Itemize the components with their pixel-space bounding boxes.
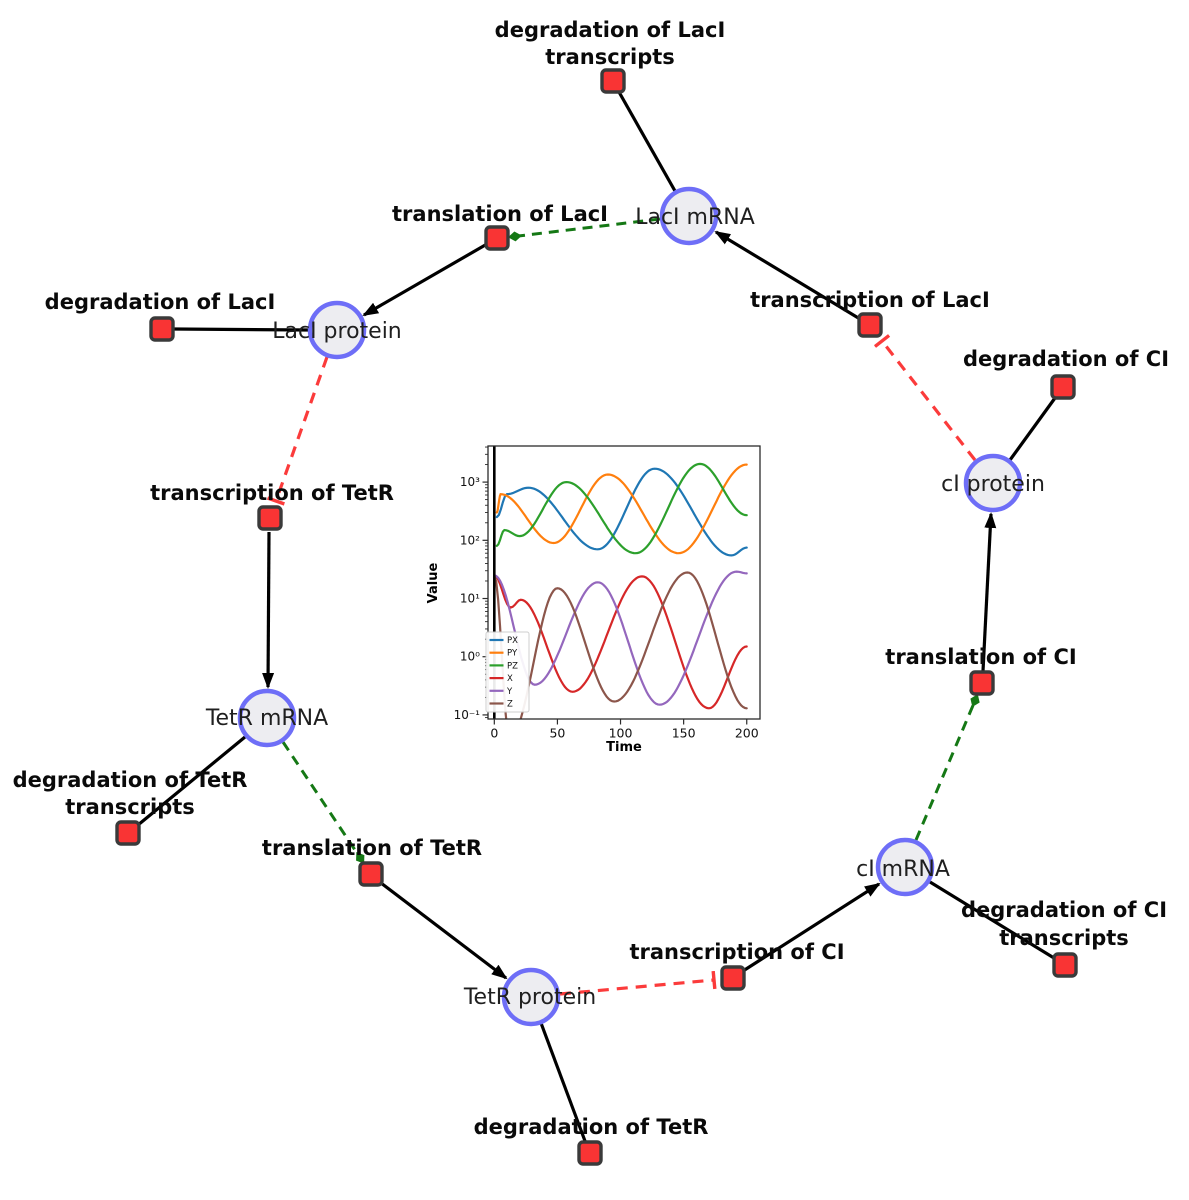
reaction-node-degradation-ci-transcripts [1052, 952, 1078, 978]
edge-cimrna-translation-modifier [914, 694, 980, 841]
reaction-label: transcripts [545, 45, 675, 69]
legend-label-PY: PY [507, 649, 518, 659]
reaction-label: degradation of TetR [13, 768, 248, 792]
reaction-label: degradation of LacI [495, 18, 726, 42]
y-tick-label: 10² [460, 533, 480, 547]
y-tick-label: 10¹ [460, 592, 480, 606]
legend-label-X: X [507, 674, 513, 684]
legend-label-Z: Z [507, 700, 513, 710]
reaction-node-degradation-tetr-transcripts [115, 820, 141, 846]
reaction-node-degradation-laci-transcripts [600, 68, 626, 94]
edge-lacimrna-translation-modifier [508, 217, 661, 242]
x-tick-label: 200 [735, 726, 759, 741]
reaction-label: degradation of TetR [474, 1115, 709, 1139]
edge-translation-ciprotein [981, 512, 997, 672]
reaction-label: degradation of LacI [45, 290, 276, 314]
legend-label-PZ: PZ [507, 661, 518, 671]
edge-transcription-lacimrna [714, 230, 861, 321]
x-tick-label: 50 [549, 726, 565, 741]
chart-series-PZ [495, 462, 748, 555]
species-label: TetR protein [463, 985, 596, 1010]
y-tick-label: 10³ [460, 475, 480, 489]
species-node-tetr-protein [501, 967, 561, 1027]
reaction-label: transcripts [999, 926, 1129, 950]
edge-cimrna-degradation [929, 880, 1055, 960]
species-label: LacI protein [272, 319, 402, 344]
chart-series-X [493, 574, 748, 710]
y-tick-label: 10⁻¹ [454, 708, 481, 722]
species-node-ci-protein [963, 453, 1023, 513]
inset-chart: 10⁻¹ 10⁰ 10¹ 10² 10³ 0 50 100 150 200 PX PY PZ XYZ [454, 445, 761, 741]
chart-series-PY [495, 463, 748, 555]
x-tick-label: 100 [609, 726, 633, 741]
edge-transcription-cimrna [742, 882, 881, 973]
species-label: TetR mRNA [205, 706, 328, 731]
chart-series-Z [493, 571, 748, 719]
edge-translation-tetrprotein [380, 881, 508, 980]
reaction-label: degradation of CI [961, 898, 1167, 922]
chart-axes-frame [487, 445, 761, 720]
legend-label-PX: PX [507, 636, 518, 646]
chart-series-Y [493, 570, 748, 706]
reaction-label: translation of LacI [392, 202, 608, 226]
reaction-node-transcription-laci [857, 312, 883, 338]
species-label: LacI mRNA [635, 205, 755, 230]
reaction-label: translation of TetR [262, 836, 482, 860]
edge-ciprotein-degradation [1008, 397, 1057, 461]
reaction-label: transcription of TetR [150, 481, 394, 505]
reaction-label: transcripts [65, 795, 195, 819]
edge-ciprotein-inhibits-transcription-laci [873, 334, 977, 461]
edge-lacimrna-degradation [617, 91, 677, 192]
species-node-laci-protein [307, 300, 367, 360]
species-layer [237, 186, 1023, 1027]
reaction-label: transcription of CI [629, 940, 844, 964]
edge-laciprotein-degradation [173, 327, 311, 332]
reaction-node-degradation-laci [149, 316, 175, 342]
chart-ylabel: Value [426, 562, 441, 603]
edge-tetrmrna-translation-modifier [281, 741, 365, 864]
reaction-label: degradation of CI [963, 347, 1169, 371]
reaction-label: translation of CI [885, 645, 1076, 669]
species-node-laci-mrna [659, 186, 719, 246]
chart-plot-area [488, 446, 760, 719]
reaction-node-translation-tetr [358, 861, 384, 887]
edge-tetrprotein-inhibits-transcription-ci [559, 970, 717, 996]
chart-xlabel: Time [606, 740, 642, 755]
x-tick-label: 0 [490, 726, 498, 741]
edge-tetrprotein-degradation [539, 1022, 587, 1142]
x-tick-label: 150 [672, 726, 696, 741]
y-tick-label: 10⁰ [460, 650, 480, 664]
legend-label-Y: Y [506, 687, 513, 697]
reaction-node-degradation-ci [1050, 374, 1076, 400]
reaction-node-degradation-tetr [577, 1140, 603, 1166]
reaction-node-translation-laci [484, 225, 510, 251]
edge-layer [136, 91, 1057, 1142]
edge-translation-laciprotein [362, 242, 488, 317]
reaction-label: transcription of LacI [750, 288, 990, 312]
reaction-node-translation-ci [969, 670, 995, 696]
reaction-layer [115, 68, 1078, 1166]
label-layer: degradation of LacI transcripts translat… [13, 18, 1169, 1139]
edge-transcription-tetrmrna [262, 531, 275, 689]
reaction-node-transcription-ci [720, 965, 746, 991]
species-label: cI protein [941, 472, 1045, 497]
chart-series-PX [495, 467, 748, 557]
species-node-ci-mrna [875, 837, 935, 897]
species-label: cI mRNA [856, 857, 950, 882]
reaction-node-transcription-tetr [257, 505, 283, 531]
edge-laciprotein-inhibits-transcription-tetr [266, 356, 329, 506]
species-node-tetr-mrna [237, 688, 297, 748]
edge-tetrmrna-degradation [136, 735, 247, 827]
